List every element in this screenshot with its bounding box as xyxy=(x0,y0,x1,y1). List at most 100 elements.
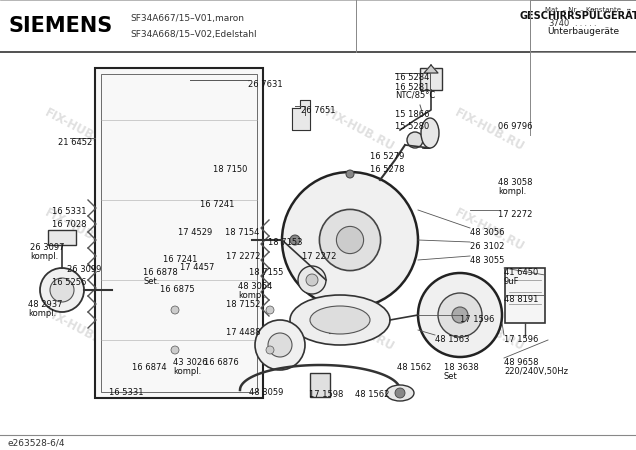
Text: 17 1598: 17 1598 xyxy=(309,390,343,399)
Text: 26 7651: 26 7651 xyxy=(301,106,336,115)
Text: FIX-HUB.RU: FIX-HUB.RU xyxy=(173,306,247,354)
Text: FIX-HUB.RU: FIX-HUB.RU xyxy=(173,206,247,254)
Ellipse shape xyxy=(290,295,390,345)
Text: 41 6450: 41 6450 xyxy=(504,268,538,277)
Text: SF34A667/15–V01,maron: SF34A667/15–V01,maron xyxy=(130,14,244,23)
Circle shape xyxy=(255,320,305,370)
Circle shape xyxy=(306,274,318,286)
Ellipse shape xyxy=(386,385,414,401)
Bar xyxy=(505,268,545,323)
Polygon shape xyxy=(292,100,310,130)
Circle shape xyxy=(418,273,502,357)
Circle shape xyxy=(268,333,292,357)
Bar xyxy=(101,74,257,392)
Circle shape xyxy=(298,266,326,294)
Text: 17 1596: 17 1596 xyxy=(504,335,539,344)
Text: 48 3054: 48 3054 xyxy=(238,282,272,291)
Text: 17 2272: 17 2272 xyxy=(226,252,260,261)
Text: 48 3055: 48 3055 xyxy=(470,256,504,265)
Circle shape xyxy=(266,306,274,314)
Text: 48 1563: 48 1563 xyxy=(435,335,469,344)
Text: 16 6878: 16 6878 xyxy=(143,268,177,277)
Circle shape xyxy=(346,170,354,178)
Text: 26 3099: 26 3099 xyxy=(67,265,101,274)
Text: FIX-HUB.RU: FIX-HUB.RU xyxy=(43,106,117,154)
Text: 48 3058: 48 3058 xyxy=(498,178,532,187)
Text: e263528-6/4: e263528-6/4 xyxy=(8,438,66,447)
Text: 18 7154: 18 7154 xyxy=(225,228,259,237)
Text: 16 5284: 16 5284 xyxy=(395,73,429,82)
Text: kompl.: kompl. xyxy=(173,367,201,376)
Text: 18 7155: 18 7155 xyxy=(249,268,284,277)
Text: FIX-HUB.RU: FIX-HUB.RU xyxy=(43,206,117,254)
Text: 18 7150: 18 7150 xyxy=(213,165,247,174)
Text: FIX-HUB.RU: FIX-HUB.RU xyxy=(453,206,527,254)
Circle shape xyxy=(40,268,84,312)
Text: FIX-HUB.RU: FIX-HUB.RU xyxy=(323,306,397,354)
Text: 26 7631: 26 7631 xyxy=(248,80,282,89)
Circle shape xyxy=(438,293,482,337)
Text: FIX-HUB.RU: FIX-HUB.RU xyxy=(173,106,247,154)
Text: NTC/85°C: NTC/85°C xyxy=(395,91,435,100)
Text: 18 7153: 18 7153 xyxy=(268,238,303,247)
Text: 48 3059: 48 3059 xyxy=(249,388,284,397)
Circle shape xyxy=(282,172,418,308)
Text: kompl.: kompl. xyxy=(238,291,266,300)
Ellipse shape xyxy=(310,306,370,334)
Text: Mat. – Nr. – Konstante: Mat. – Nr. – Konstante xyxy=(545,7,621,13)
Text: 16 7241: 16 7241 xyxy=(200,200,235,209)
Text: kompl.: kompl. xyxy=(498,187,526,196)
Text: 16 5256: 16 5256 xyxy=(52,278,86,287)
Text: 43 3026: 43 3026 xyxy=(173,358,207,367)
Text: 16 7028: 16 7028 xyxy=(52,220,86,229)
Text: SIEMENS: SIEMENS xyxy=(8,16,112,36)
Text: 220/240V,50Hz: 220/240V,50Hz xyxy=(504,367,568,376)
Text: FIX-HUB.RU: FIX-HUB.RU xyxy=(43,306,117,354)
Text: 3740: 3740 xyxy=(548,18,569,27)
Text: Set.: Set. xyxy=(143,277,160,286)
Text: GESCHIRRSPÜLGERÄTE: GESCHIRRSPÜLGERÄTE xyxy=(520,11,636,21)
Bar xyxy=(95,68,263,398)
Text: FIX-HUB.RU: FIX-HUB.RU xyxy=(323,106,397,154)
Text: 9uF: 9uF xyxy=(504,277,520,286)
Text: FIX-HUB.RU: FIX-HUB.RU xyxy=(453,106,527,154)
Text: 16 5331: 16 5331 xyxy=(52,207,86,216)
Bar xyxy=(48,230,76,245)
Text: 17 2272: 17 2272 xyxy=(498,210,532,219)
Text: 21 6452: 21 6452 xyxy=(58,138,92,147)
Text: 17 1596: 17 1596 xyxy=(460,315,494,324)
Text: 48 3056: 48 3056 xyxy=(470,228,504,237)
Circle shape xyxy=(266,346,274,354)
Text: 15 5280: 15 5280 xyxy=(395,122,429,131)
Text: 17 4529: 17 4529 xyxy=(178,228,212,237)
Text: 17 2272: 17 2272 xyxy=(302,252,336,261)
Text: kompl.: kompl. xyxy=(28,309,56,318)
Polygon shape xyxy=(424,65,438,73)
Text: Unterbaugeräte: Unterbaugeräte xyxy=(547,27,619,36)
Text: 16 6874: 16 6874 xyxy=(132,363,167,372)
Text: 17 4488: 17 4488 xyxy=(226,328,261,337)
Text: kompl.: kompl. xyxy=(30,252,59,261)
Text: 48 2937: 48 2937 xyxy=(28,300,62,309)
Text: 16 5281: 16 5281 xyxy=(395,83,429,92)
Circle shape xyxy=(290,235,300,245)
Text: 06 9796: 06 9796 xyxy=(498,122,532,131)
Text: 18 7152: 18 7152 xyxy=(226,300,260,309)
Bar xyxy=(530,0,636,52)
Text: 26 3102: 26 3102 xyxy=(470,242,504,251)
Circle shape xyxy=(50,278,74,302)
Text: FIX-HUB.RU: FIX-HUB.RU xyxy=(453,306,527,354)
Text: 26 3097: 26 3097 xyxy=(30,243,64,252)
Text: 16 5278: 16 5278 xyxy=(370,165,404,174)
Text: 16 5331: 16 5331 xyxy=(109,388,144,397)
Bar xyxy=(310,373,330,397)
Text: Set: Set xyxy=(444,372,458,381)
Text: 48 9658: 48 9658 xyxy=(504,358,539,367)
Text: SF34A668/15–V02,Edelstahl: SF34A668/15–V02,Edelstahl xyxy=(130,30,256,39)
Text: 16 6876: 16 6876 xyxy=(204,358,238,367)
Text: 16 6875: 16 6875 xyxy=(160,285,195,294)
Text: 48 1562: 48 1562 xyxy=(355,390,389,399)
Text: 15 1866: 15 1866 xyxy=(395,110,429,119)
Circle shape xyxy=(171,346,179,354)
Circle shape xyxy=(452,307,468,323)
